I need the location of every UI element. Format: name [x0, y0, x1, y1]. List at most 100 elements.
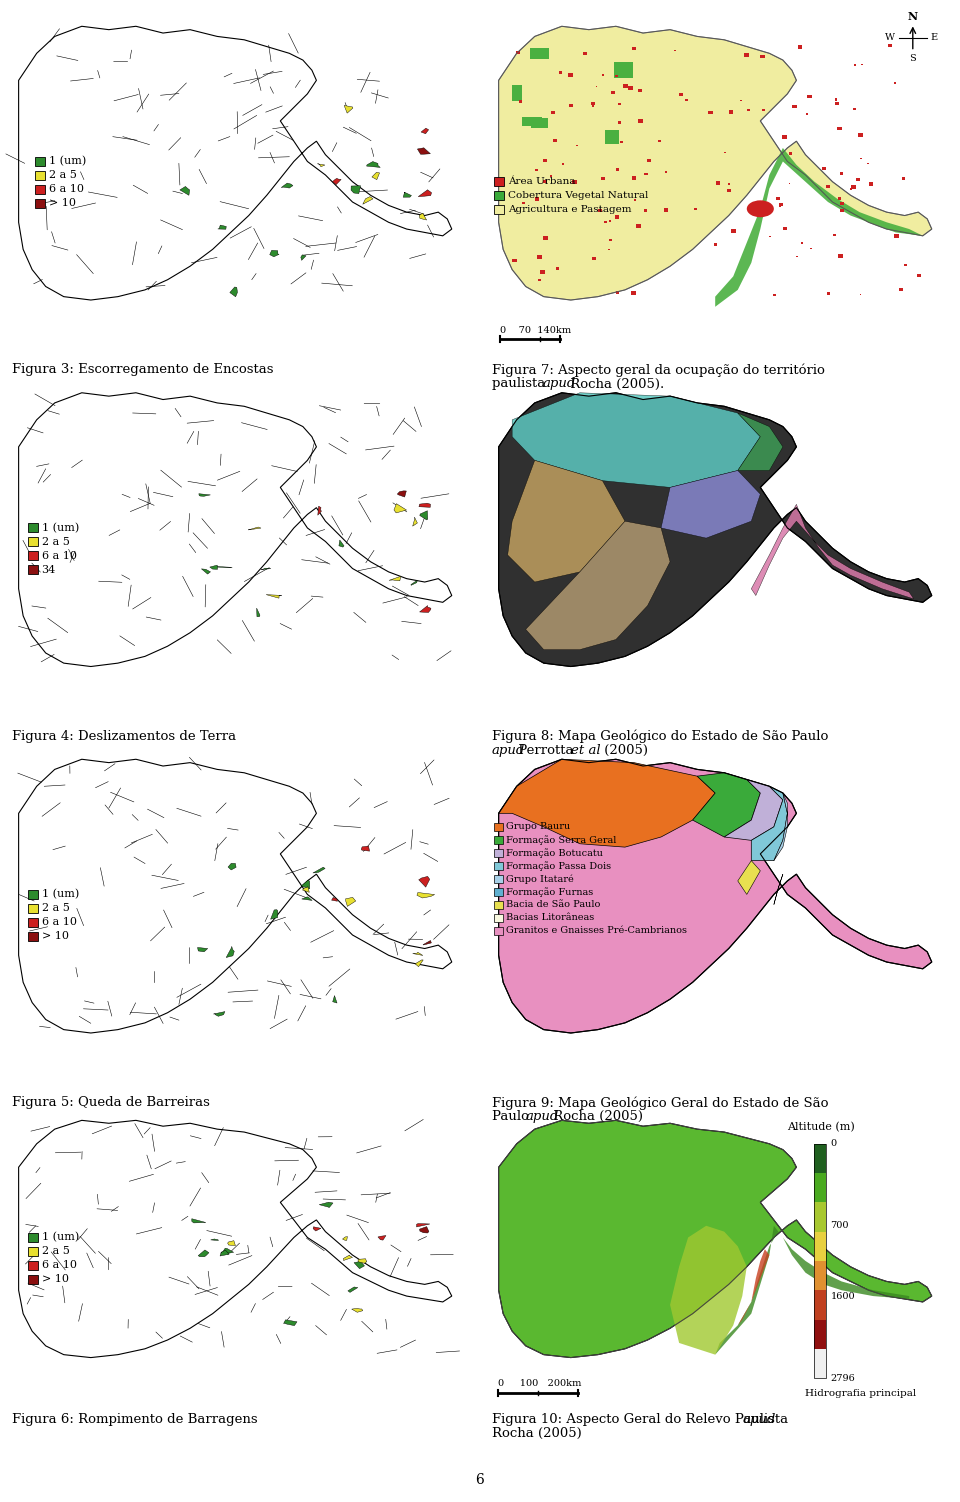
- Bar: [620, 141, 623, 143]
- Polygon shape: [513, 392, 760, 487]
- Polygon shape: [202, 569, 210, 574]
- Polygon shape: [774, 793, 787, 861]
- Bar: [658, 140, 660, 143]
- Polygon shape: [228, 1241, 235, 1245]
- Polygon shape: [220, 1250, 229, 1256]
- Polygon shape: [724, 780, 783, 840]
- Bar: [494, 862, 503, 870]
- Bar: [556, 267, 560, 269]
- Bar: [494, 206, 504, 215]
- Text: 1600: 1600: [830, 1292, 855, 1301]
- Bar: [632, 176, 636, 180]
- Polygon shape: [332, 179, 341, 185]
- Polygon shape: [318, 506, 322, 515]
- Text: Figura 10: Aspecto Geral do Relevo Paulista: Figura 10: Aspecto Geral do Relevo Pauli…: [492, 1413, 792, 1427]
- Text: 2 a 5: 2 a 5: [41, 903, 69, 913]
- Bar: [780, 206, 781, 207]
- Bar: [494, 177, 504, 186]
- Polygon shape: [283, 1320, 297, 1326]
- Bar: [814, 1145, 827, 1173]
- Polygon shape: [394, 503, 406, 512]
- Text: Agricultura e Pastagem: Agricultura e Pastagem: [508, 206, 632, 215]
- Bar: [823, 167, 826, 170]
- Bar: [28, 918, 37, 927]
- Bar: [834, 99, 837, 101]
- Polygon shape: [413, 517, 418, 526]
- Bar: [28, 565, 37, 574]
- Bar: [572, 180, 577, 185]
- Text: Figura 9: Mapa Geológico Geral do Estado de São: Figura 9: Mapa Geológico Geral do Estado…: [492, 1096, 828, 1110]
- Polygon shape: [361, 846, 370, 852]
- Polygon shape: [420, 213, 426, 221]
- Polygon shape: [420, 605, 431, 613]
- Bar: [814, 1145, 827, 1379]
- Text: 1 (um): 1 (um): [49, 156, 85, 167]
- Polygon shape: [420, 1227, 429, 1233]
- Bar: [744, 53, 749, 57]
- Bar: [747, 108, 750, 111]
- Polygon shape: [228, 864, 236, 870]
- Polygon shape: [413, 952, 422, 955]
- Polygon shape: [498, 392, 932, 667]
- Polygon shape: [343, 1236, 348, 1241]
- Text: apud: apud: [492, 743, 525, 757]
- Bar: [35, 158, 44, 165]
- Bar: [684, 99, 687, 101]
- Bar: [782, 135, 787, 138]
- Text: apud: apud: [526, 1110, 559, 1123]
- Bar: [798, 45, 802, 48]
- Bar: [762, 108, 764, 111]
- Bar: [35, 185, 44, 194]
- Bar: [801, 242, 803, 245]
- Polygon shape: [213, 1011, 225, 1017]
- Bar: [591, 102, 594, 105]
- Bar: [760, 54, 764, 59]
- Bar: [853, 108, 855, 110]
- Polygon shape: [737, 861, 760, 894]
- Bar: [838, 197, 841, 200]
- Bar: [617, 102, 621, 105]
- Polygon shape: [354, 1262, 365, 1269]
- Polygon shape: [418, 147, 430, 155]
- Polygon shape: [210, 1239, 219, 1241]
- Bar: [538, 255, 542, 260]
- Bar: [614, 62, 634, 78]
- Text: 1 (um): 1 (um): [41, 523, 79, 533]
- Bar: [851, 185, 855, 189]
- Bar: [553, 138, 557, 143]
- Bar: [632, 47, 636, 50]
- Text: 6 a 10: 6 a 10: [41, 551, 77, 560]
- Polygon shape: [670, 1226, 747, 1355]
- Bar: [28, 1262, 37, 1271]
- Text: Área Urbana: Área Urbana: [508, 177, 576, 186]
- Polygon shape: [363, 197, 373, 204]
- Polygon shape: [417, 1224, 430, 1227]
- Polygon shape: [199, 494, 210, 496]
- Text: Formação Serra Geral: Formação Serra Geral: [506, 835, 616, 844]
- Text: apud: apud: [742, 1413, 776, 1427]
- Polygon shape: [420, 511, 428, 520]
- Text: 2796: 2796: [830, 1374, 855, 1382]
- Bar: [636, 224, 640, 227]
- Bar: [615, 291, 619, 294]
- Polygon shape: [417, 892, 435, 898]
- Polygon shape: [198, 1250, 209, 1257]
- Bar: [512, 84, 522, 101]
- Polygon shape: [222, 1248, 233, 1253]
- Polygon shape: [271, 910, 277, 919]
- Bar: [530, 48, 549, 59]
- Bar: [531, 119, 547, 128]
- Polygon shape: [180, 186, 190, 195]
- Polygon shape: [351, 1308, 363, 1313]
- Bar: [728, 189, 731, 192]
- Bar: [559, 71, 563, 74]
- Bar: [494, 191, 504, 200]
- Bar: [494, 901, 503, 909]
- Polygon shape: [508, 460, 625, 581]
- Text: Rocha (2005): Rocha (2005): [548, 1110, 642, 1123]
- Bar: [536, 170, 538, 171]
- Polygon shape: [266, 595, 281, 598]
- Polygon shape: [715, 147, 923, 306]
- Bar: [535, 197, 539, 201]
- Bar: [604, 221, 607, 222]
